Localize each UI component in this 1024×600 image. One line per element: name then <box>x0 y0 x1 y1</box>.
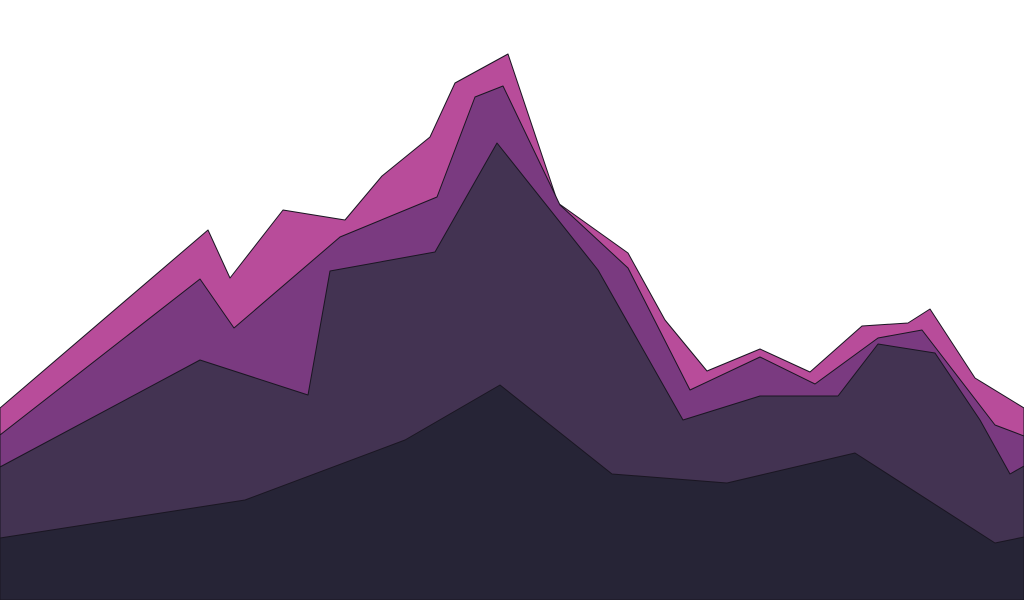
mountain-layer-front <box>0 384 1024 600</box>
